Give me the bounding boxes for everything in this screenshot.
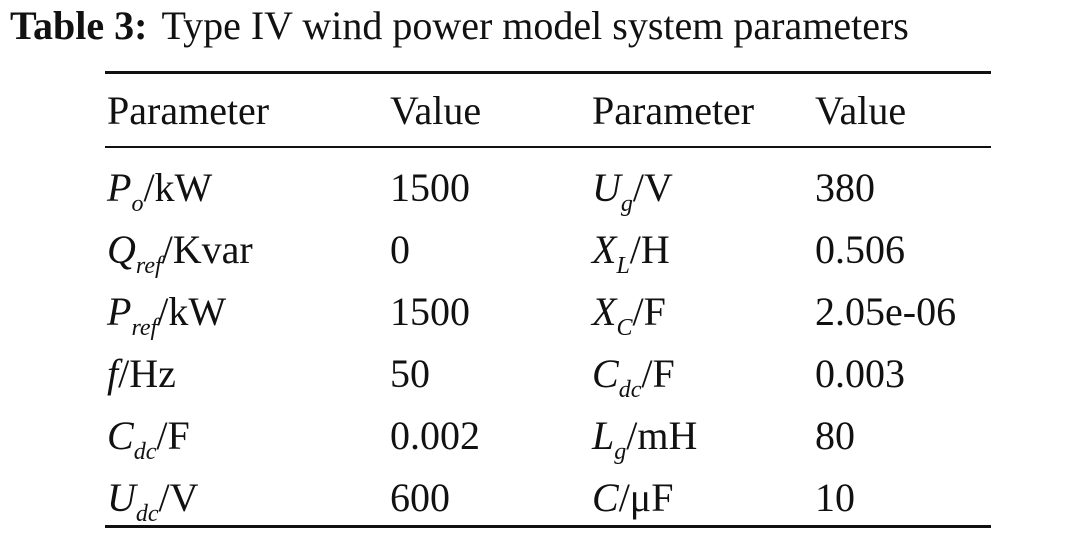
- header-cell: Parameter: [107, 88, 270, 133]
- subscript: g: [620, 191, 633, 217]
- value-cell: 80: [815, 413, 855, 458]
- unit: /F: [641, 351, 675, 396]
- subscript: C: [616, 315, 633, 341]
- subscript: dc: [133, 439, 157, 465]
- symbol: X: [592, 289, 617, 334]
- caption-title: Type IV wind power model system paramete…: [161, 3, 909, 48]
- bottom-rule: [105, 525, 991, 528]
- parameter-cell: Ug/V: [592, 165, 673, 217]
- header-rule: [105, 146, 991, 148]
- unit: /V: [158, 475, 199, 520]
- symbol: f: [107, 351, 119, 396]
- caption-label: Table 3:: [10, 3, 148, 48]
- subscript: dc: [618, 377, 642, 403]
- unit: /F: [632, 289, 666, 334]
- subscript: g: [614, 439, 627, 465]
- value-cell: 0: [390, 227, 410, 272]
- symbol: P: [107, 165, 132, 210]
- symbol: U: [592, 165, 621, 210]
- subscript: dc: [135, 501, 159, 527]
- value-cell: 1500: [390, 289, 470, 334]
- parameter-cell: f/Hz: [107, 354, 176, 394]
- top-rule: [105, 71, 991, 74]
- unit: /Kvar: [161, 227, 253, 272]
- parameter-cell: XC/F: [592, 289, 666, 341]
- subscript: o: [131, 191, 144, 217]
- unit: /H: [629, 227, 670, 272]
- parameter-cell: Pref/kW: [107, 289, 227, 341]
- parameter-cell: Qref/Kvar: [107, 227, 253, 279]
- unit: /mH: [626, 413, 698, 458]
- caption: Table 3: Type IV wind power model system …: [10, 2, 909, 49]
- symbol: Q: [107, 227, 136, 272]
- header-cell: Value: [815, 88, 907, 133]
- symbol: U: [107, 475, 136, 520]
- value-cell: 2.05e-06: [815, 289, 957, 334]
- unit: /F: [156, 413, 190, 458]
- unit: /kW: [143, 165, 213, 210]
- value-cell: 10: [815, 475, 855, 520]
- value-cell: 1500: [390, 165, 470, 210]
- symbol: C: [592, 475, 619, 520]
- value-cell: 0.003: [815, 351, 905, 396]
- header-cell: Value: [390, 88, 482, 133]
- value-cell: 600: [390, 475, 450, 520]
- subscript: ref: [135, 253, 162, 279]
- unit: /kW: [157, 289, 227, 334]
- unit: /V: [632, 165, 673, 210]
- subscript: L: [616, 253, 630, 279]
- parameter-cell: Cdc/F: [592, 351, 675, 403]
- subscript: ref: [131, 315, 158, 341]
- parameter-cell: Udc/V: [107, 475, 199, 527]
- parameter-cell: Po/kW: [107, 165, 213, 217]
- header-cell: Parameter: [592, 88, 755, 133]
- symbol: P: [107, 289, 132, 334]
- value-cell: 380: [815, 165, 875, 210]
- parameter-cell: Cdc/F: [107, 413, 190, 465]
- parameter-cell: XL/H: [592, 227, 670, 279]
- value-cell: 50: [390, 351, 430, 396]
- symbol: C: [107, 413, 134, 458]
- value-cell: 0.506: [815, 227, 905, 272]
- symbol: L: [592, 413, 615, 458]
- parameter-cell: C/μF: [592, 478, 674, 518]
- unit: /μF: [618, 475, 674, 520]
- symbol: C: [592, 351, 619, 396]
- unit: /Hz: [118, 351, 176, 396]
- symbol: X: [592, 227, 617, 272]
- parameter-cell: Lg/mH: [592, 413, 698, 465]
- value-cell: 0.002: [390, 413, 480, 458]
